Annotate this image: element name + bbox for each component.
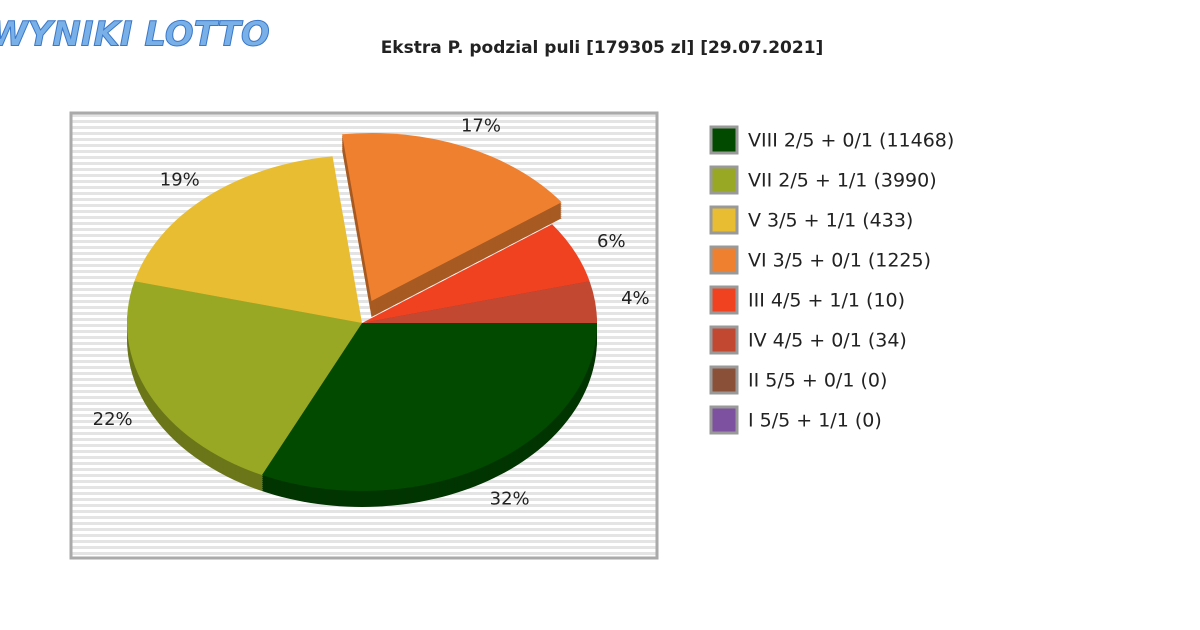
legend-swatch xyxy=(709,165,739,195)
logo: WYNIKI LOTTO xyxy=(0,15,270,55)
chart-title: Ekstra P. podzial puli [179305 zl] [29.0… xyxy=(381,38,824,58)
data-label: 6% xyxy=(597,231,626,252)
legend-label: VIII 2/5 + 0/1 (11468) xyxy=(748,130,954,152)
legend-label: I 5/5 + 1/1 (0) xyxy=(748,410,882,432)
slice xyxy=(342,132,562,301)
data-label: 19% xyxy=(160,170,200,191)
legend-swatch xyxy=(709,245,739,275)
slice xyxy=(134,156,362,323)
slice xyxy=(261,323,597,492)
legend-swatch xyxy=(709,365,739,395)
legend-swatch xyxy=(709,325,739,355)
legend-label: V 3/5 + 1/1 (433) xyxy=(748,210,913,232)
legend-swatch xyxy=(709,125,739,155)
data-label: 32% xyxy=(490,488,530,509)
legend-label: IV 4/5 + 0/1 (34) xyxy=(748,330,907,352)
slice xyxy=(362,224,590,323)
legend-label: VII 2/5 + 1/1 (3990) xyxy=(748,170,937,192)
legend-label: II 5/5 + 0/1 (0) xyxy=(748,370,887,392)
slice xyxy=(362,281,597,323)
legend-swatch xyxy=(709,405,739,435)
data-label: 17% xyxy=(461,116,501,137)
legend-label: VI 3/5 + 0/1 (1225) xyxy=(748,250,931,272)
slice xyxy=(126,281,363,476)
data-label: 22% xyxy=(93,409,133,430)
data-label: 4% xyxy=(621,288,650,309)
legend-swatch xyxy=(709,285,739,315)
legend-label: III 4/5 + 1/1 (10) xyxy=(748,290,905,312)
legend-swatch xyxy=(709,205,739,235)
